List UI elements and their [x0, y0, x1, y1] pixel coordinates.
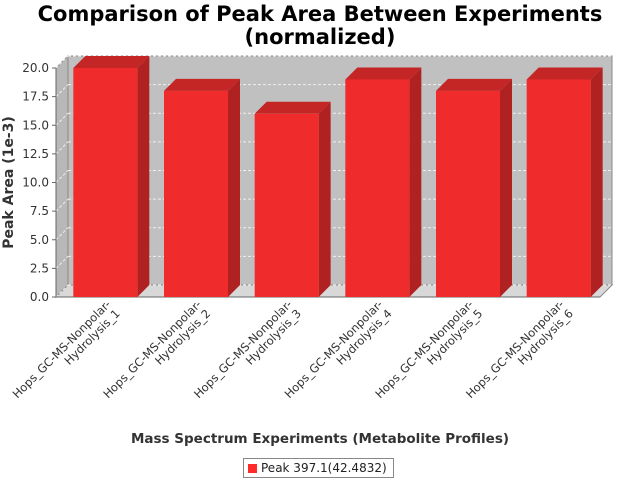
bar-front [345, 79, 410, 297]
bar [73, 56, 150, 297]
grid-line [55, 227, 69, 241]
bar-side [590, 67, 603, 297]
bar-side [318, 101, 331, 297]
bar-side [500, 78, 512, 298]
bar-side [228, 78, 240, 298]
bar-top [436, 78, 512, 91]
bar [345, 67, 422, 297]
legend: Peak 397.1(42.4832) [243, 458, 394, 478]
grid-line [55, 141, 69, 155]
grid-line [55, 170, 69, 183]
y-axis-label: Peak Area (1e-3) [1, 116, 17, 249]
y-tick-label: 15.0 [22, 118, 49, 132]
legend-swatch [248, 463, 257, 473]
bar [436, 78, 512, 298]
bar-top [164, 78, 240, 91]
bar-front [73, 68, 138, 297]
bar-side [409, 67, 422, 297]
bar-top [73, 56, 150, 68]
bar-front [436, 90, 500, 298]
bar-top [526, 67, 603, 80]
bar-side [137, 56, 150, 297]
chart-title: Comparison of Peak Area Between Experime… [37, 2, 603, 26]
bar [526, 67, 603, 297]
x-tick-label-line: Hops_GC-MS-Nonpolar- [10, 297, 114, 401]
bar-top [345, 67, 422, 80]
y-tick-label: 7.5 [30, 204, 49, 218]
y-tick-label: 2.5 [30, 261, 49, 275]
bar-top [254, 101, 331, 114]
y-tick-label: 17.5 [22, 90, 49, 104]
plot-side-wall [55, 54, 69, 299]
bar [164, 78, 240, 298]
grid-line [55, 55, 69, 69]
x-axis-label: Mass Spectrum Experiments (Metabolite Pr… [130, 431, 510, 447]
grid-line [55, 112, 69, 126]
y-tick-label: 20.0 [22, 61, 49, 75]
bar-front [526, 79, 591, 297]
grid-line [55, 284, 69, 298]
chart-subtitle: (normalized) [244, 25, 396, 49]
grid-line [55, 84, 69, 97]
bar [254, 101, 331, 297]
legend-label: Peak 397.1(42.4832) [261, 461, 387, 475]
bar-front [254, 113, 319, 297]
y-tick-label: 0.0 [30, 290, 49, 304]
y-tick-label: 12.5 [22, 147, 49, 161]
y-tick-label: 5.0 [30, 233, 49, 247]
grid-line [55, 198, 69, 212]
bar-front [164, 90, 228, 298]
grid-line [55, 256, 69, 269]
y-tick-label: 10.0 [22, 176, 49, 190]
